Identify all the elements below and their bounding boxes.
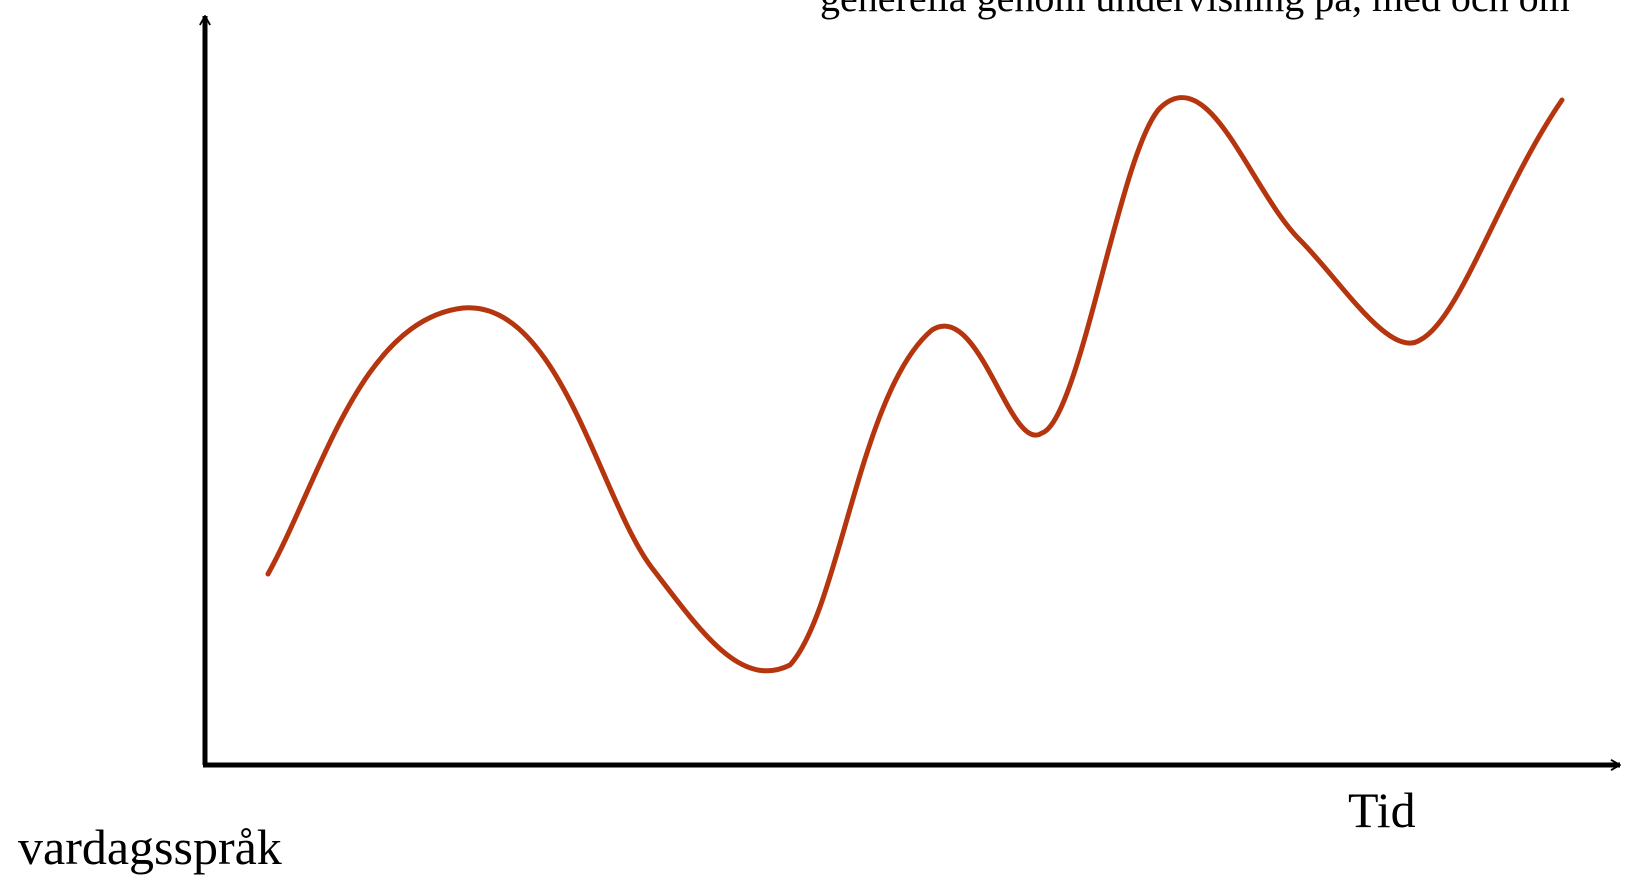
x-axis-label: Tid	[1348, 782, 1416, 838]
bottom-left-label: vardagsspråk	[18, 819, 282, 875]
top-caption-text: generella genom undervisning på, med och…	[820, 0, 1570, 18]
language-curve-line	[265, 95, 1565, 674]
